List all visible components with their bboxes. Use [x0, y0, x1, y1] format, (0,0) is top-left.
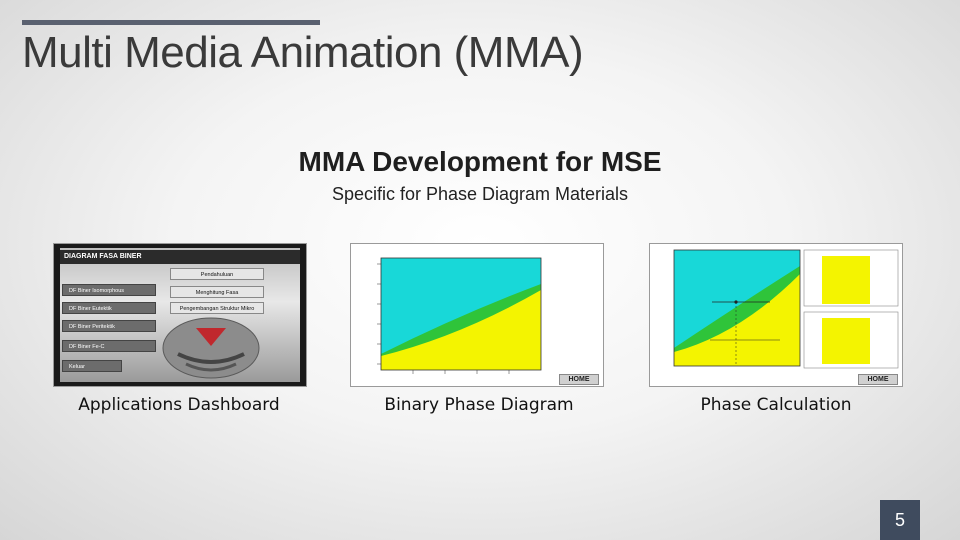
- menu-df-isomorphous[interactable]: DF Biner Isomorphous: [62, 284, 156, 296]
- home-button[interactable]: HOME: [858, 374, 898, 385]
- menu-keluar[interactable]: Keluar: [62, 360, 122, 372]
- phase-calculation-graphic: [650, 244, 902, 386]
- menu-df-fe-c[interactable]: DF Biner Fe-C: [62, 340, 156, 352]
- slide-title: Multi Media Animation (MMA): [22, 28, 584, 77]
- page-number-badge: 5: [880, 500, 920, 540]
- menu-df-peritektik[interactable]: DF Biner Peritektik: [62, 320, 156, 332]
- phase-diagram-graphic: [351, 244, 603, 386]
- dashboard-header: DIAGRAM FASA BINER: [60, 250, 300, 264]
- caption-binary-phase-diagram: Binary Phase Diagram: [384, 395, 574, 415]
- binary-phase-diagram-thumbnail[interactable]: HOME: [350, 243, 604, 387]
- solid-region: [674, 274, 800, 366]
- menu-struktur-mikro[interactable]: Pengembangan Struktur Mikro: [170, 302, 264, 314]
- solid-region: [381, 290, 541, 370]
- menu-menghitung-fasa[interactable]: Menghitung Fasa: [170, 286, 264, 298]
- phase-calculation-thumbnail[interactable]: HOME: [649, 243, 903, 387]
- home-button[interactable]: HOME: [559, 374, 599, 385]
- menu-df-eutektik[interactable]: DF Biner Eutektik: [62, 302, 156, 314]
- dashboard-thumbnail[interactable]: DIAGRAM FASA BINER Pendahuluan DF Biner …: [53, 243, 307, 387]
- emblem-icon: [162, 317, 260, 379]
- title-accent-bar: [22, 20, 320, 25]
- slide-subheading: Specific for Phase Diagram Materials: [331, 184, 629, 204]
- caption-dashboard: Applications Dashboard: [78, 395, 280, 415]
- dashboard-frame: DIAGRAM FASA BINER Pendahuluan DF Biner …: [60, 248, 300, 382]
- caption-phase-calculation: Phase Calculation: [700, 395, 852, 415]
- menu-pendahuluan[interactable]: Pendahuluan: [170, 268, 264, 280]
- slide-heading: MMA Development for MSE: [298, 146, 662, 177]
